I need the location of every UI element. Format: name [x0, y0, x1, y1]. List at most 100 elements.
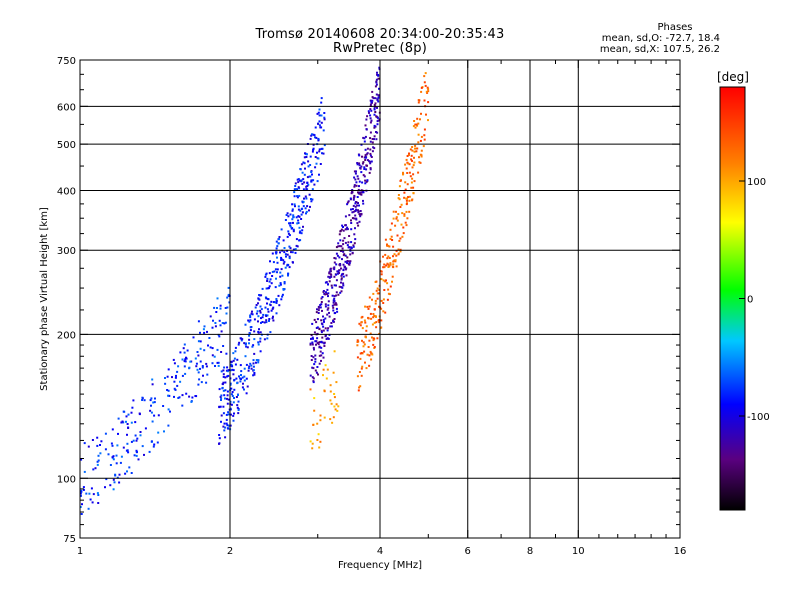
data-point	[331, 421, 334, 424]
data-point	[286, 263, 289, 266]
data-point	[226, 390, 229, 393]
scatter-points	[79, 66, 430, 515]
data-point	[303, 162, 306, 165]
data-point	[361, 315, 364, 318]
data-point	[348, 262, 351, 264]
data-point	[301, 211, 304, 214]
data-point	[360, 143, 363, 146]
data-point	[427, 101, 430, 104]
data-point	[369, 167, 372, 170]
data-point	[249, 319, 252, 322]
data-point	[230, 393, 233, 396]
data-point	[404, 221, 407, 224]
data-point	[387, 255, 390, 258]
data-point	[363, 168, 366, 170]
data-point	[216, 348, 219, 351]
data-point	[410, 158, 413, 161]
data-point	[360, 374, 363, 377]
data-point	[386, 282, 389, 285]
data-point	[318, 345, 321, 348]
data-point	[333, 405, 336, 408]
data-point	[305, 188, 308, 191]
data-point	[362, 341, 365, 344]
data-point	[278, 284, 281, 287]
data-point	[365, 367, 368, 370]
data-point	[405, 203, 408, 206]
data-point	[356, 163, 359, 166]
x-tick-label: 2	[227, 546, 233, 557]
data-point	[321, 147, 324, 150]
data-point	[393, 253, 396, 256]
data-point	[233, 397, 235, 399]
data-point	[391, 280, 393, 283]
colorbar-label: [deg]	[717, 70, 749, 84]
data-point	[131, 406, 134, 409]
data-point	[148, 450, 151, 453]
data-point	[423, 138, 426, 141]
data-point	[412, 125, 415, 128]
data-point	[291, 251, 294, 254]
data-point	[375, 289, 378, 292]
x-tick-label: 10	[572, 546, 585, 557]
data-point	[355, 218, 358, 221]
data-point	[360, 321, 363, 324]
data-point	[364, 179, 367, 182]
data-point	[312, 147, 315, 150]
data-point	[306, 185, 309, 187]
data-point	[416, 124, 419, 127]
data-point	[260, 294, 263, 297]
data-point	[113, 481, 116, 484]
data-point	[376, 287, 379, 290]
data-point	[405, 199, 408, 202]
data-point	[286, 253, 289, 256]
data-point	[230, 363, 233, 366]
data-point	[405, 167, 408, 170]
data-point	[351, 191, 354, 193]
data-point	[99, 452, 102, 455]
data-point	[271, 317, 274, 320]
data-point	[371, 141, 374, 144]
data-point	[310, 337, 312, 340]
data-point	[368, 364, 371, 367]
data-point	[368, 296, 371, 299]
data-point	[173, 362, 176, 365]
data-point	[272, 306, 275, 309]
data-point	[300, 213, 303, 216]
data-point	[272, 301, 275, 303]
data-point	[364, 124, 367, 127]
data-point	[342, 268, 345, 271]
data-point	[391, 239, 394, 241]
data-point	[333, 318, 336, 320]
data-point	[329, 384, 332, 387]
data-point	[135, 439, 138, 442]
data-point	[229, 408, 232, 411]
data-point	[107, 453, 110, 456]
data-point	[355, 201, 358, 204]
data-point	[197, 383, 200, 386]
data-point	[136, 437, 139, 440]
data-point	[223, 366, 226, 369]
data-point	[399, 250, 402, 253]
data-point	[337, 245, 340, 248]
data-point	[116, 476, 119, 479]
data-point	[207, 344, 209, 347]
data-point	[275, 312, 278, 315]
data-point	[420, 154, 423, 157]
data-point	[203, 331, 206, 334]
data-point	[257, 361, 260, 364]
data-point	[287, 230, 290, 233]
data-point	[225, 413, 228, 416]
data-point	[289, 222, 292, 225]
data-point	[195, 362, 198, 365]
data-point	[259, 311, 262, 314]
data-point	[322, 129, 325, 132]
data-point	[367, 316, 369, 319]
data-point	[150, 411, 153, 414]
data-point	[311, 198, 314, 201]
data-point	[275, 247, 278, 250]
data-point	[340, 228, 343, 231]
data-point	[356, 341, 359, 343]
data-point	[288, 234, 291, 237]
data-point	[322, 290, 325, 292]
data-point	[289, 213, 292, 216]
